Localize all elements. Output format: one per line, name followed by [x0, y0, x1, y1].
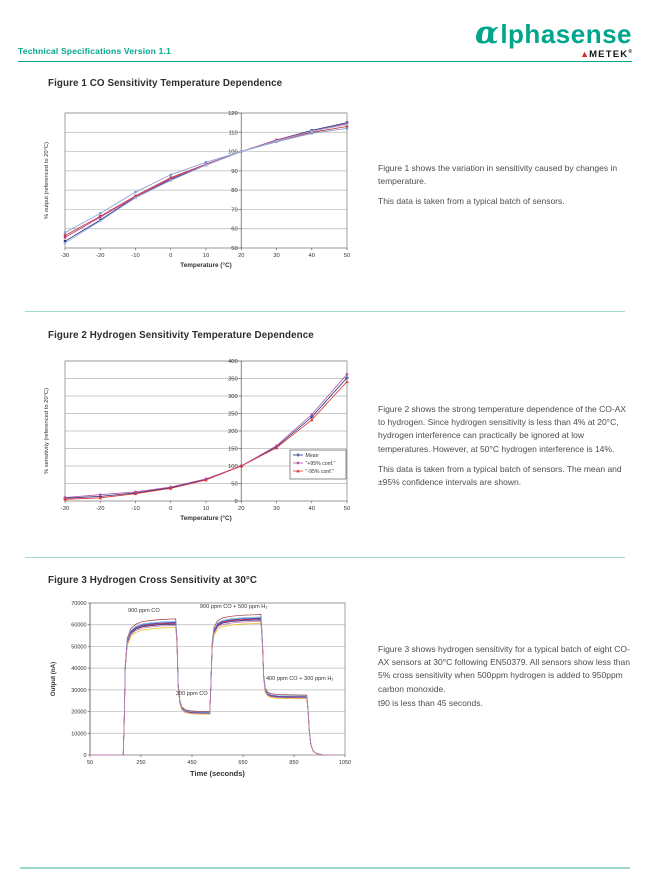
svg-text:250: 250 [136, 760, 145, 766]
doc-version-label: Technical Specifications Version 1.1 [18, 46, 172, 56]
svg-text:900 ppm CO: 900 ppm CO [128, 608, 160, 614]
svg-text:40: 40 [309, 506, 315, 512]
svg-text:300 ppm CO: 300 ppm CO [176, 691, 208, 697]
svg-text:20: 20 [238, 253, 244, 259]
registered-mark: ® [628, 49, 632, 55]
svg-text:"-95% conf.": "-95% conf." [306, 469, 335, 475]
svg-text:350: 350 [228, 377, 238, 383]
svg-text:0: 0 [169, 506, 172, 512]
svg-text:100: 100 [228, 464, 238, 470]
figure-1-heading: Figure 1 CO Sensitivity Temperature Depe… [48, 78, 283, 89]
footer-divider [20, 867, 630, 869]
svg-text:Output (nA): Output (nA) [50, 662, 57, 696]
alpha-glyph: α [474, 15, 500, 51]
svg-text:30000: 30000 [71, 688, 86, 694]
figure-3-heading: Figure 3 Hydrogen Cross Sensitivity at 3… [48, 575, 258, 586]
svg-text:0: 0 [235, 499, 238, 505]
svg-text:50: 50 [87, 760, 93, 766]
svg-text:10: 10 [203, 506, 209, 512]
svg-text:200: 200 [228, 429, 238, 435]
svg-text:850: 850 [289, 760, 298, 766]
figure-1-chart: 50 60 70 80 90 100 110 120 -30 -20 -10 0 10 20 30 40 50 T… [44, 111, 350, 269]
figure-3-description: Figure 3 shows hydrogen sensitivity for … [378, 643, 634, 710]
paragraph: Figure 1 shows the variation in sensitiv… [378, 163, 618, 187]
svg-text:900 ppm CO + 500 ppm H₂: 900 ppm CO + 500 ppm H₂ [200, 604, 268, 610]
svg-text:60000: 60000 [71, 623, 86, 629]
svg-text:1050: 1050 [339, 760, 351, 766]
svg-text:650: 650 [238, 760, 247, 766]
svg-text:400 ppm CO + 300 ppm H₂: 400 ppm CO + 300 ppm H₂ [266, 676, 334, 682]
svg-text:% output (referenced to 20°C): % output (referenced to 20°C) [44, 142, 50, 219]
svg-text:50: 50 [344, 253, 350, 259]
ametek-wordmark: METEK [589, 49, 629, 61]
svg-text:Temperature (°C): Temperature (°C) [180, 514, 231, 522]
svg-text:-10: -10 [131, 506, 139, 512]
figure-2-heading: Figure 2 Hydrogen Sensitivity Temperatur… [48, 330, 314, 341]
svg-text:Mean: Mean [306, 453, 319, 459]
svg-text:50: 50 [231, 482, 237, 488]
svg-text:50: 50 [344, 506, 350, 512]
figure-3-chart: 0 10000 20000 30000 40000 50000 60000 70000 50 25… [50, 601, 351, 778]
svg-text:30: 30 [273, 506, 279, 512]
svg-text:120: 120 [228, 111, 238, 117]
paragraph: This data is taken from a typical batch … [378, 196, 565, 207]
ametek-logo: ▲METEK® [580, 49, 632, 60]
paragraph: Figure 3 shows hydrogen sensitivity for … [378, 644, 630, 694]
svg-text:20: 20 [238, 506, 244, 512]
svg-text:-20: -20 [96, 506, 104, 512]
svg-text:-30: -30 [61, 253, 69, 259]
svg-text:60: 60 [231, 227, 237, 233]
alphasense-logo: αlphasense [475, 18, 632, 49]
svg-text:110: 110 [229, 130, 238, 136]
figure-2-chart: 0 50 100 150 200 250 300 350 400 -30 -20 -10 0 10 20 30… [44, 359, 350, 522]
svg-text:50000: 50000 [71, 644, 86, 650]
svg-text:0: 0 [83, 753, 86, 759]
paragraph: Figure 2 shows the strong temperature de… [378, 404, 627, 454]
svg-text:30: 30 [273, 253, 279, 259]
svg-text:20000: 20000 [71, 710, 86, 716]
svg-text:Temperature (°C): Temperature (°C) [180, 261, 231, 269]
svg-text:-20: -20 [96, 253, 104, 259]
svg-text:70: 70 [231, 207, 237, 213]
logo-wordmark: lphasense [500, 19, 632, 49]
figure-2-description: Figure 2 shows the strong temperature de… [378, 403, 634, 489]
svg-text:150: 150 [228, 447, 238, 453]
ametek-triangle-icon: ▲ [580, 49, 590, 60]
section-divider [25, 557, 625, 558]
svg-text:% sensitivity (referenced to 2: % sensitivity (referenced to 20°C) [44, 388, 50, 474]
header-divider [18, 61, 632, 62]
figure-1-description: Figure 1 shows the variation in sensitiv… [378, 162, 634, 209]
svg-text:100: 100 [228, 150, 238, 156]
svg-text:70000: 70000 [71, 601, 86, 607]
svg-text:450: 450 [187, 760, 196, 766]
svg-text:50: 50 [231, 246, 237, 252]
svg-text:10: 10 [203, 253, 209, 259]
svg-text:-30: -30 [61, 506, 69, 512]
svg-text:40: 40 [309, 253, 315, 259]
svg-text:250: 250 [228, 412, 238, 418]
svg-text:40000: 40000 [71, 666, 86, 672]
svg-text:0: 0 [169, 253, 172, 259]
paragraph: This data is taken from a typical batch … [378, 463, 622, 487]
svg-text:-10: -10 [131, 253, 139, 259]
svg-text:90: 90 [231, 169, 237, 175]
svg-text:80: 80 [231, 188, 237, 194]
svg-text:300: 300 [228, 394, 238, 400]
svg-text:400: 400 [228, 359, 238, 365]
section-divider [25, 311, 625, 312]
paragraph: t90 is less than 45 seconds. [378, 697, 483, 708]
svg-text:10000: 10000 [71, 731, 86, 737]
svg-text:"+95% conf.": "+95% conf." [306, 461, 336, 467]
svg-text:Time (seconds): Time (seconds) [190, 769, 245, 778]
